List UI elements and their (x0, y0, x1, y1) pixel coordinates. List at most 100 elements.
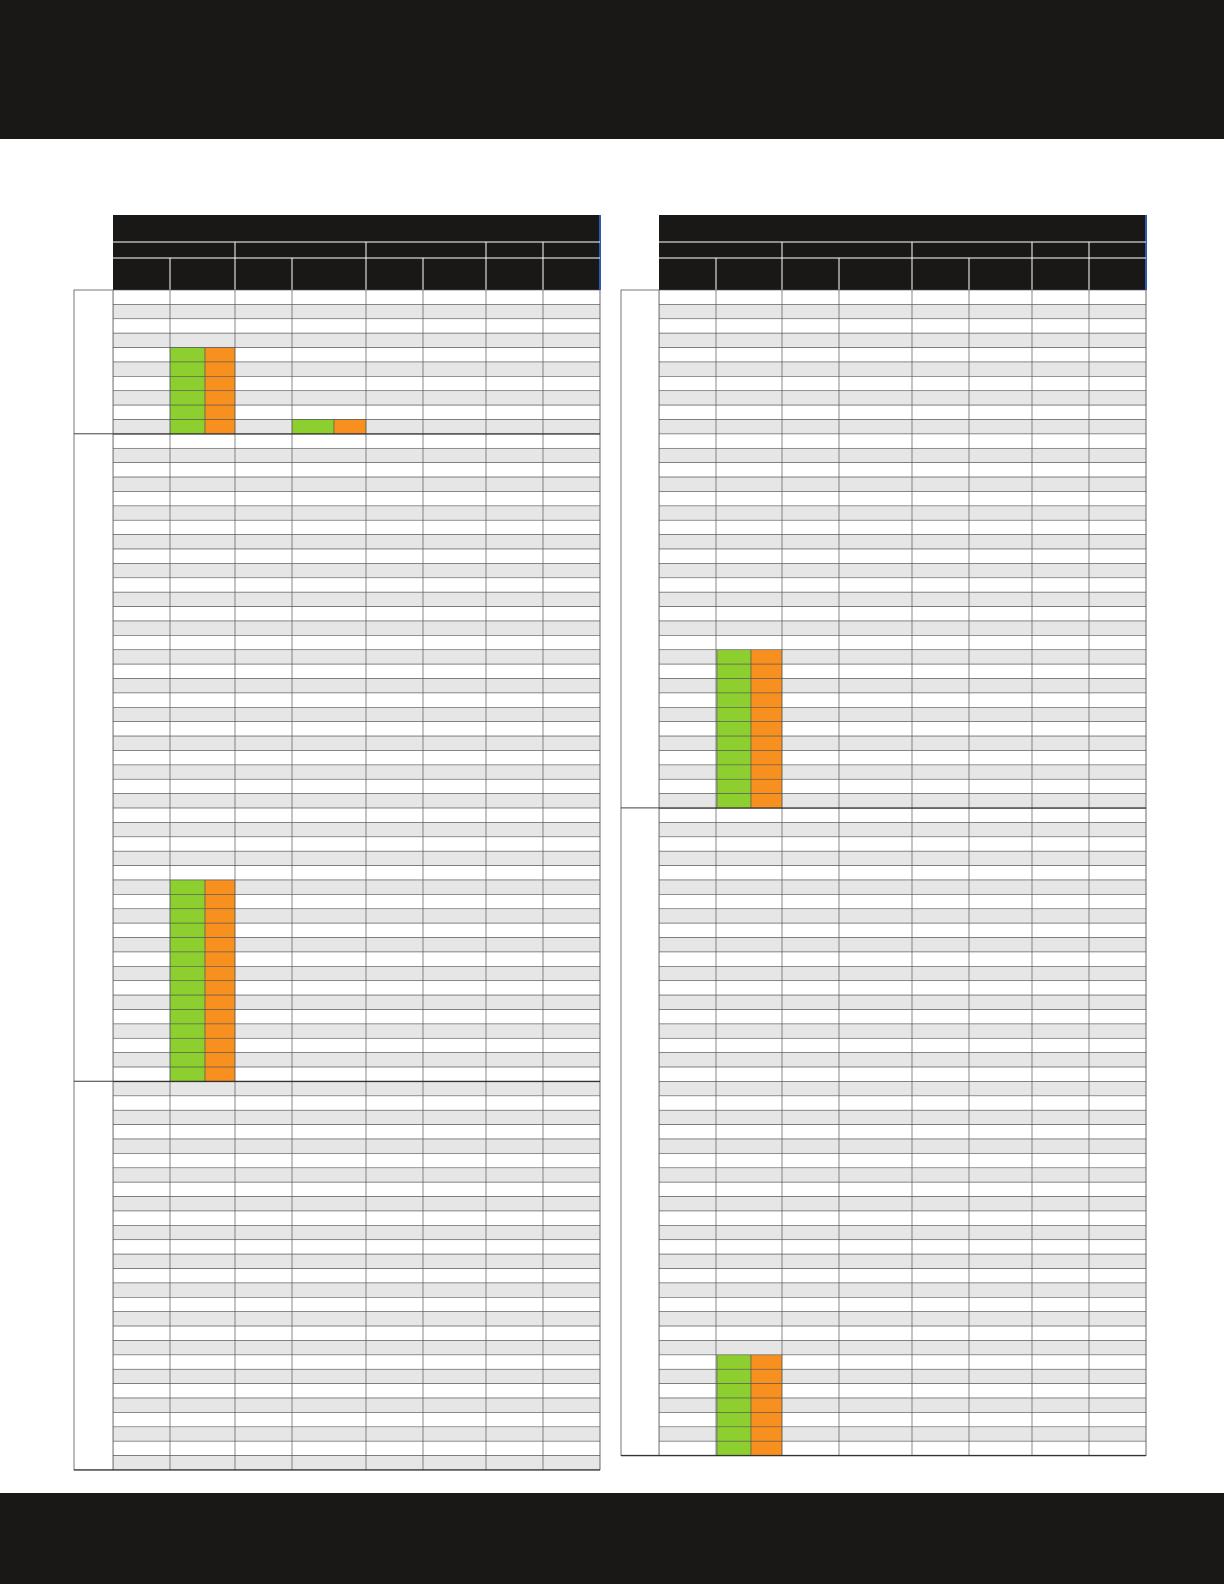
table-row (658, 419, 1147, 435)
cell-green (716, 735, 752, 751)
table-row (658, 850, 1147, 866)
table-row (112, 793, 601, 809)
table-row (112, 1426, 601, 1442)
table-row (658, 1268, 1147, 1284)
group-label-cell (620, 289, 660, 809)
table-row (112, 663, 601, 679)
cell-orange (750, 678, 783, 694)
cell-orange (204, 966, 236, 982)
cell-orange (204, 361, 236, 377)
table-row (658, 1239, 1147, 1255)
cell-orange (204, 951, 236, 967)
table-row (658, 894, 1147, 910)
cell-green (169, 419, 206, 435)
table-row (112, 519, 601, 535)
cell-orange (750, 764, 783, 780)
table-row (658, 807, 1147, 823)
table-row (658, 390, 1147, 406)
cell-orange (750, 778, 783, 794)
cell-orange (204, 1066, 236, 1082)
table-row (658, 1167, 1147, 1183)
cell-orange (204, 376, 236, 392)
cell-green (169, 376, 206, 392)
table-row (112, 850, 601, 866)
table-row (112, 462, 601, 478)
table-row (658, 822, 1147, 838)
cell-green (716, 750, 752, 766)
table-row (112, 620, 601, 636)
table-row (658, 606, 1147, 622)
table-row (658, 519, 1147, 535)
table-row (658, 836, 1147, 852)
table-row (658, 1181, 1147, 1197)
table-row (658, 994, 1147, 1010)
cell-orange (204, 404, 236, 420)
table-row (112, 1095, 601, 1111)
table-row (658, 404, 1147, 420)
table-row (658, 951, 1147, 967)
cell-orange (204, 879, 236, 895)
table-row (112, 778, 601, 794)
table-row (658, 1253, 1147, 1269)
table-row (112, 1354, 601, 1370)
cell-green (716, 1397, 752, 1413)
table-row (658, 620, 1147, 636)
table-row (112, 836, 601, 852)
table-row (658, 1095, 1147, 1111)
table-row (112, 1167, 601, 1183)
table-header (113, 215, 600, 290)
table-row (112, 1340, 601, 1356)
cell-green (169, 994, 206, 1010)
cell-orange (204, 419, 236, 435)
table-row (658, 966, 1147, 982)
table-row (112, 1311, 601, 1327)
group-label-cell (73, 289, 114, 435)
cell-green (716, 764, 752, 780)
table-row (658, 332, 1147, 348)
cell-green (716, 1368, 752, 1384)
cell-green (169, 908, 206, 924)
group-label-cell (73, 1081, 114, 1471)
table-row (658, 1037, 1147, 1053)
cell-green (716, 1354, 752, 1370)
table-row (658, 1325, 1147, 1341)
table-row (658, 548, 1147, 564)
cell-orange (750, 1440, 783, 1456)
cell-green (169, 894, 206, 910)
table-row (658, 1138, 1147, 1154)
table-header (659, 215, 1146, 290)
cell-green (169, 1052, 206, 1068)
cell-orange (750, 1383, 783, 1399)
table-row (658, 635, 1147, 651)
cell-green (169, 1037, 206, 1053)
cell-orange (750, 663, 783, 679)
table-row (112, 433, 601, 449)
cell-green (169, 361, 206, 377)
cell-orange (750, 649, 783, 665)
table-row (658, 447, 1147, 463)
table-row (112, 318, 601, 334)
table-row (658, 937, 1147, 953)
table-row (112, 548, 601, 564)
bottom-banner (0, 1493, 1224, 1584)
cell-orange (750, 692, 783, 708)
table-row (658, 1023, 1147, 1039)
table-row (658, 1340, 1147, 1356)
cell-green (169, 951, 206, 967)
table-row (112, 1196, 601, 1212)
table-row (658, 505, 1147, 521)
table-row (112, 1282, 601, 1298)
table-row (112, 563, 601, 579)
table-row (112, 865, 601, 881)
table-row (112, 1153, 601, 1169)
table-row (658, 1210, 1147, 1226)
table-row (658, 1225, 1147, 1241)
cell-green (169, 879, 206, 895)
table-row (658, 1109, 1147, 1125)
table-row (112, 505, 601, 521)
table-row (658, 1052, 1147, 1068)
cell-orange (750, 793, 783, 809)
table-row (112, 1181, 601, 1197)
cell-green (716, 707, 752, 722)
table-row (658, 1009, 1147, 1025)
